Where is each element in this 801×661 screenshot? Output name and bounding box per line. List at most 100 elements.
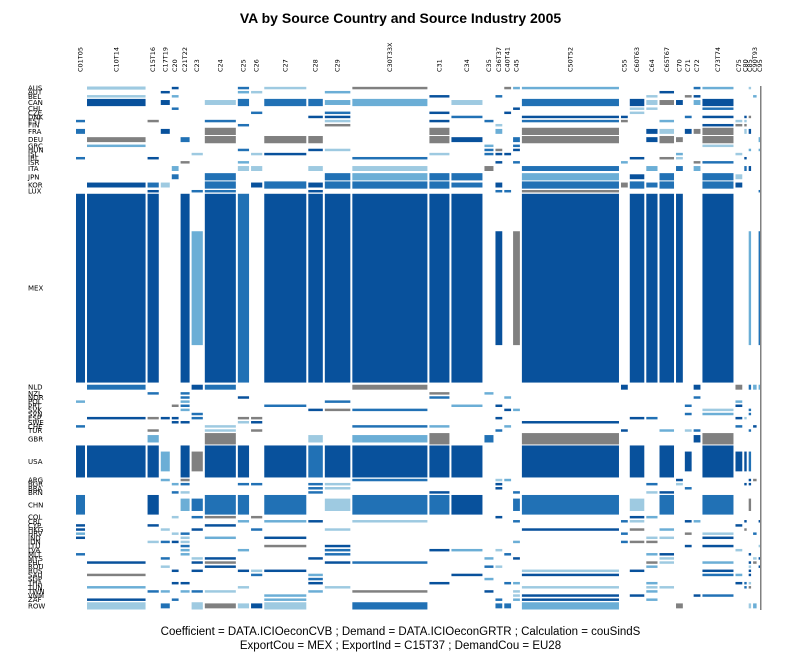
heatmap-cell — [629, 181, 645, 189]
heatmap-cell — [748, 603, 752, 609]
heatmap-cell — [646, 137, 658, 143]
heatmap-cell — [753, 557, 757, 560]
row-label: IND — [28, 534, 41, 542]
row-label: TUN — [27, 584, 43, 592]
heatmap-cell — [620, 520, 628, 523]
heatmap-cell — [204, 590, 236, 593]
heatmap-cell — [324, 528, 351, 531]
heatmap-cell — [495, 487, 503, 490]
heatmap-cell — [659, 119, 675, 123]
heatmap-cell — [204, 127, 236, 136]
heatmap-cell — [264, 404, 307, 408]
heatmap-cell — [735, 119, 743, 123]
heatmap-cell — [352, 193, 428, 383]
heatmap-cell — [646, 416, 658, 420]
heatmap-cell — [753, 603, 757, 609]
heatmap-cell — [308, 581, 323, 585]
heatmap-cell — [352, 173, 428, 181]
heatmap-cell — [495, 95, 503, 98]
heatmap-cell — [620, 532, 628, 535]
heatmap-cell — [484, 166, 494, 171]
heatmap-cell — [251, 569, 263, 573]
column-label: C95 — [756, 59, 764, 72]
heatmap-cell — [191, 231, 203, 346]
heatmap-cell — [629, 520, 645, 523]
heatmap-cell — [702, 569, 734, 573]
heatmap-cell — [352, 478, 428, 482]
row-label: ITA — [28, 165, 39, 173]
heatmap-cell — [264, 181, 307, 189]
heatmap-cell — [324, 173, 351, 181]
row-label: CRI — [28, 518, 40, 526]
heatmap-cell — [204, 494, 236, 515]
heatmap-cell — [513, 594, 520, 597]
heatmap-cell — [684, 404, 692, 408]
column-label: C01T05 — [77, 47, 85, 72]
heatmap-cell — [429, 425, 450, 428]
heatmap-cell — [513, 520, 520, 523]
heatmap-cell — [521, 119, 619, 123]
column-label: C75 — [735, 59, 743, 72]
column-label: C45 — [512, 59, 520, 72]
row-label: LTU — [28, 543, 40, 551]
heatmap-cell — [702, 494, 734, 515]
heatmap-cell — [171, 416, 179, 420]
heatmap-cell — [180, 553, 190, 556]
heatmap-cell — [753, 384, 757, 390]
heatmap-cell — [451, 100, 483, 105]
heatmap-cell — [758, 148, 761, 152]
row-label: ARG — [28, 477, 43, 485]
heatmap-cell — [87, 416, 146, 420]
heatmap-cell — [676, 166, 683, 171]
heatmap-cell — [629, 445, 645, 478]
heatmap-cell — [147, 189, 159, 193]
heatmap-cell — [521, 602, 619, 610]
row-label: CHN — [28, 501, 43, 509]
heatmap-cell — [702, 144, 734, 148]
heatmap-cell — [484, 392, 494, 395]
heatmap-cell — [702, 573, 734, 577]
heatmap-cell — [744, 166, 747, 171]
heatmap-cell — [521, 586, 619, 589]
heatmap-cell — [237, 548, 250, 552]
heatmap-cell — [513, 86, 520, 90]
row-label: IDN — [28, 538, 41, 546]
heatmap-cell — [171, 95, 179, 98]
heatmap-cell — [629, 107, 645, 110]
heatmap-cell — [264, 494, 307, 515]
heatmap-cell — [735, 182, 743, 188]
heatmap-cell — [251, 416, 263, 420]
heatmap-cell — [735, 123, 743, 127]
heatmap-cell — [204, 384, 236, 390]
heatmap-cell — [684, 95, 692, 98]
heatmap-cell — [744, 482, 747, 486]
heatmap-cell — [684, 429, 692, 432]
heatmap-cell — [684, 532, 692, 535]
heatmap-cell — [191, 602, 203, 610]
heatmap-cell — [735, 581, 743, 585]
heatmap-cell — [160, 557, 170, 560]
heatmap-cell — [646, 166, 658, 171]
heatmap-cell — [429, 396, 450, 399]
heatmap-cell — [748, 569, 752, 573]
heatmap-cell — [87, 98, 146, 107]
heatmap-cell — [693, 128, 701, 134]
heatmap-cell — [251, 515, 263, 519]
heatmap-cell — [180, 400, 190, 403]
heatmap-cell — [521, 193, 619, 383]
column-label: C25 — [239, 59, 247, 72]
heatmap-cell — [753, 95, 757, 98]
heatmap-cell — [251, 482, 263, 486]
column-label: C36T37 — [495, 47, 503, 72]
heatmap-cell — [204, 557, 236, 560]
heatmap-cell — [308, 166, 323, 171]
column-label: C30T33X — [386, 42, 394, 72]
heatmap-cell — [735, 524, 743, 527]
heatmap-cell — [495, 565, 503, 568]
heatmap-cell — [264, 136, 307, 144]
heatmap-cell — [748, 115, 752, 119]
heatmap-cell — [495, 128, 503, 134]
heatmap-cell — [324, 482, 351, 486]
row-label: BGR — [28, 481, 43, 489]
heatmap-cell — [495, 598, 503, 601]
